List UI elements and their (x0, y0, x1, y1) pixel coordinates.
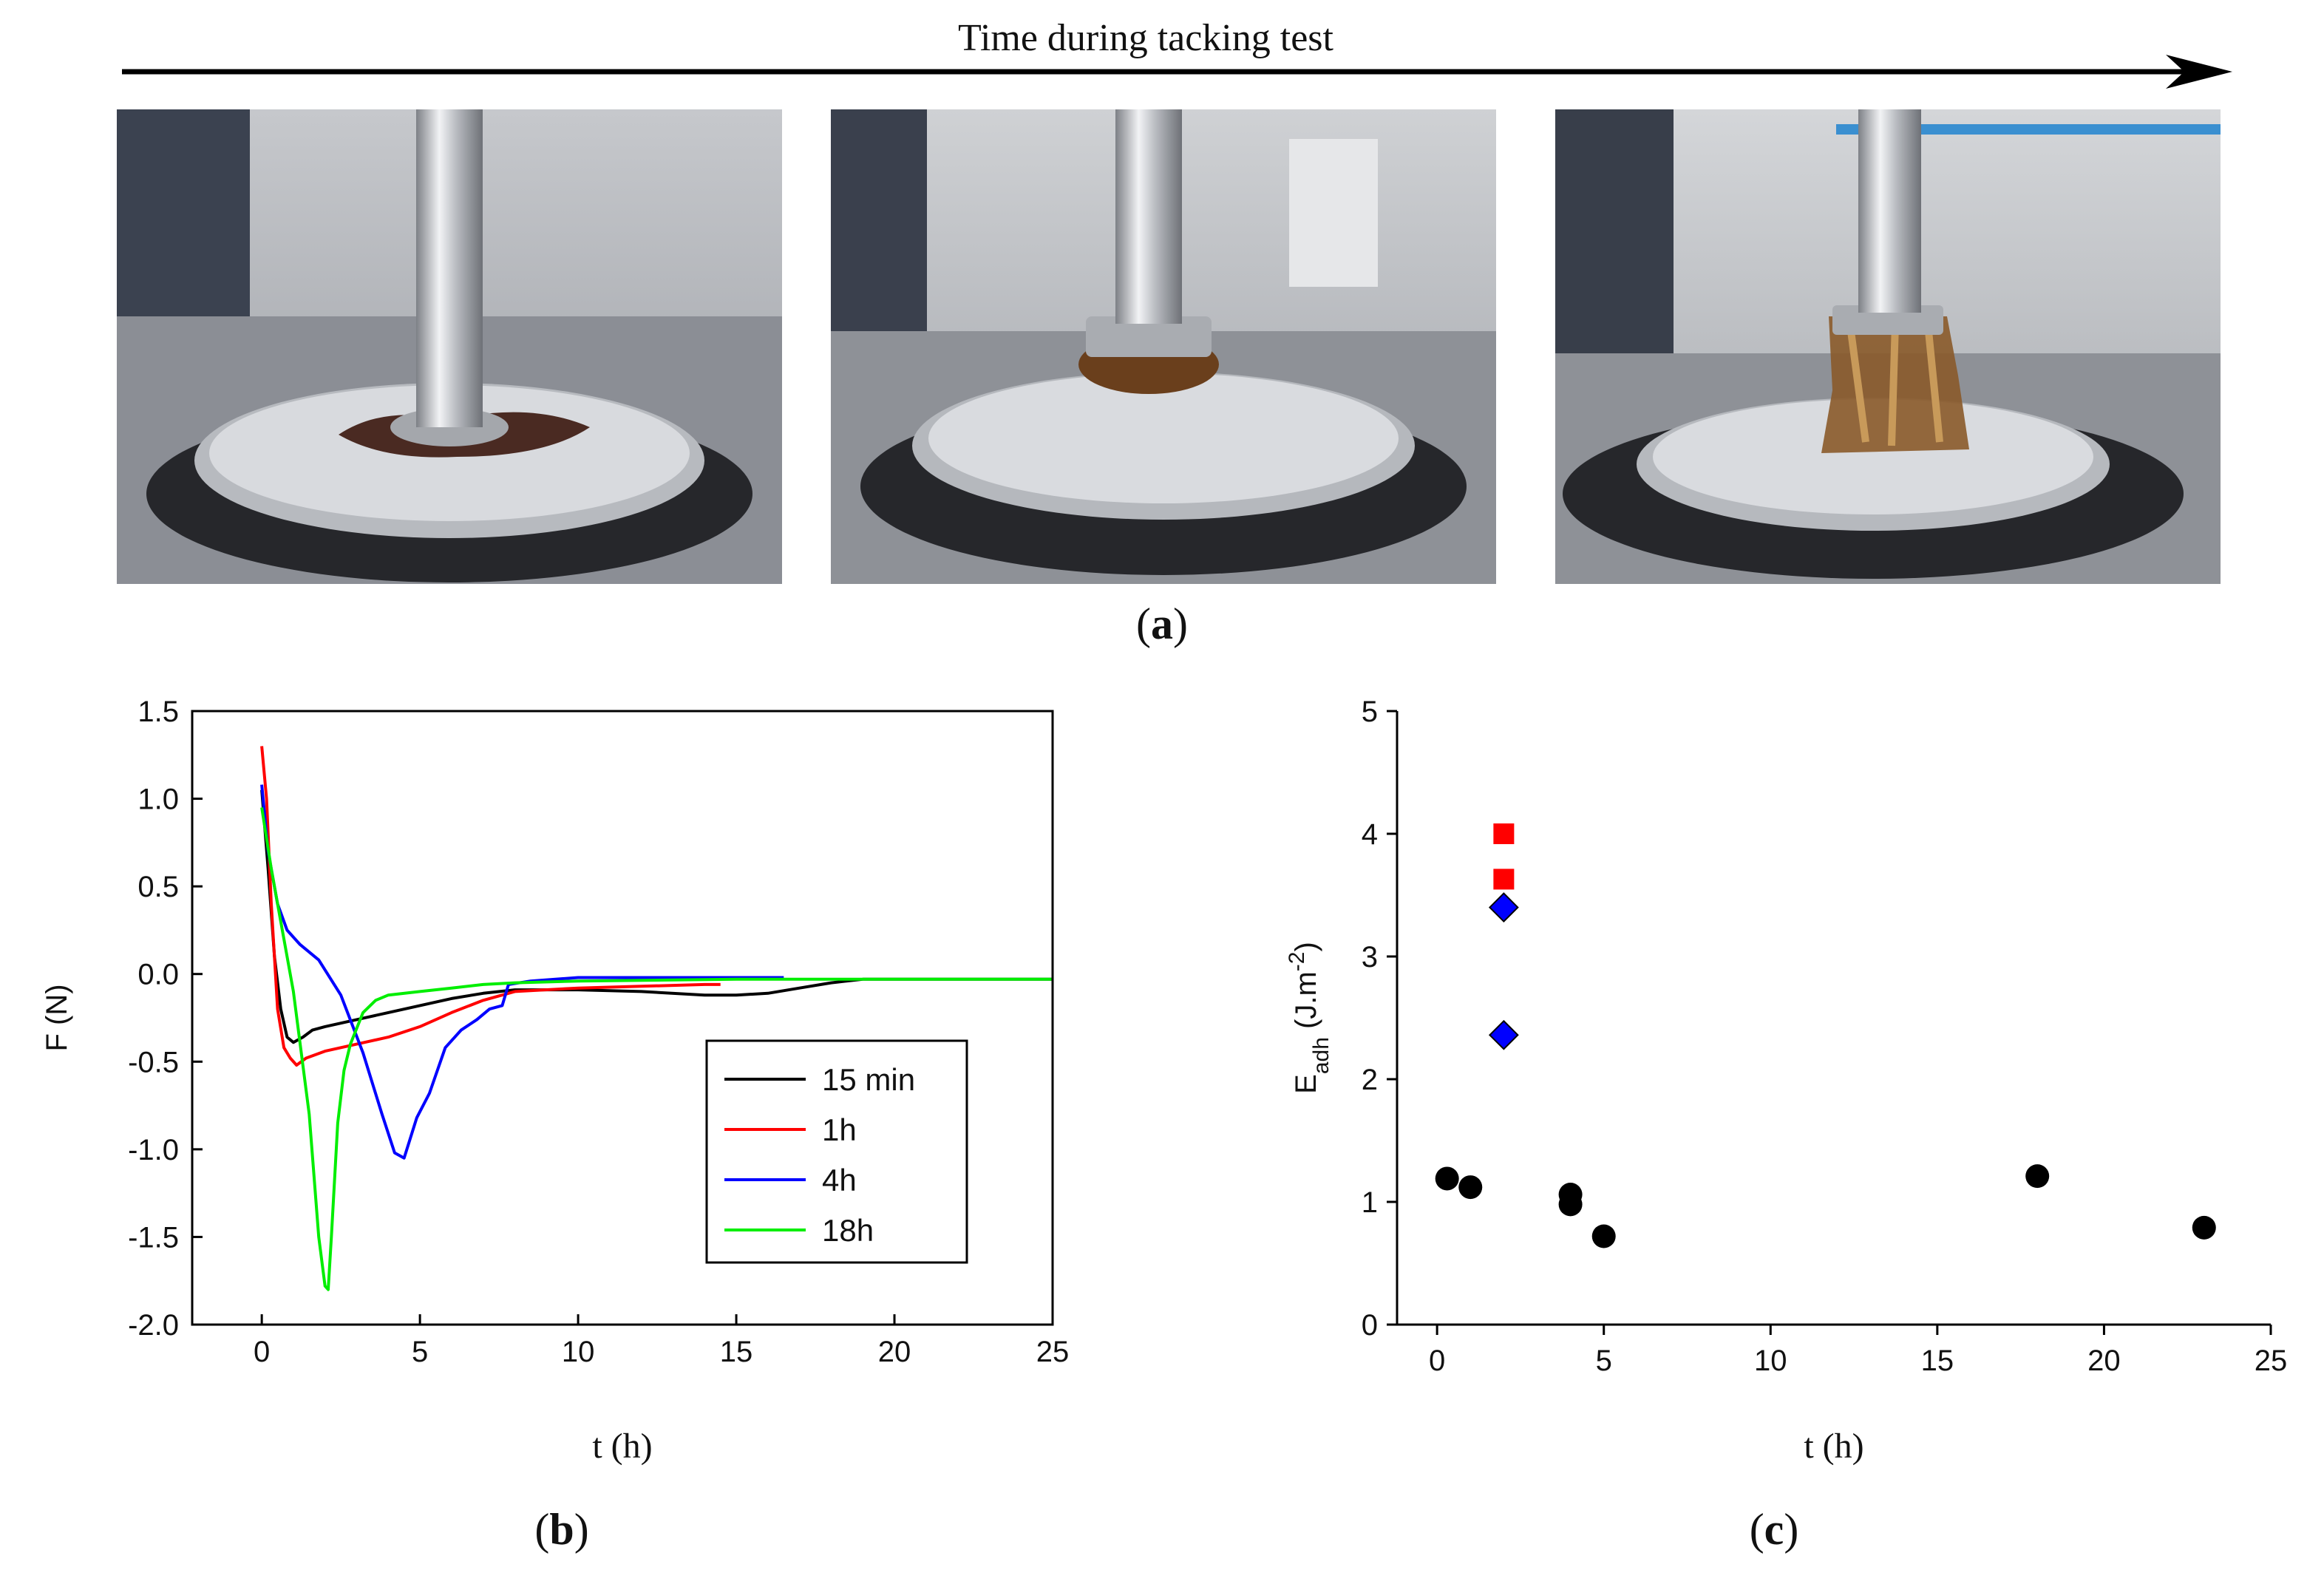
panel-label-b: (b) (534, 1505, 589, 1554)
chart-b-ytick-label: -2.0 (128, 1309, 179, 1342)
photo-middle-stage (831, 109, 1496, 584)
chart-c-ytick-label: 2 (1362, 1064, 1378, 1096)
chart-b-legend-label: 15 min (822, 1062, 915, 1097)
chart-c-point-circle (1591, 1224, 1616, 1248)
chart-b-legend-label: 1h (822, 1112, 857, 1147)
chart-b-xtick-label: 15 (720, 1336, 753, 1368)
chart-b-axes: 0 5 10 15 20 25 1.5 1.0 0.5 0.0 -0.5 -1.0 -1.5 -2.0 (128, 696, 1069, 1368)
chart-b-series-line-3 (260, 807, 1053, 1291)
chart-c-ytick-label: 0 (1362, 1309, 1378, 1342)
chart-b-xtick-label: 25 (1036, 1336, 1070, 1368)
chart-b-ylabel: F (N) (41, 984, 73, 1051)
chart-c-xtick-label: 20 (2087, 1345, 2121, 1377)
chart-c-xtick-label: 5 (1596, 1345, 1612, 1377)
chart-b-ytick-label: 1.5 (137, 696, 179, 728)
chart-c-point-circle (1435, 1166, 1459, 1191)
chart-c-point-diamond (1488, 1019, 1519, 1050)
chart-c-point-circle (2192, 1215, 2216, 1240)
chart-c-ytick-label: 3 (1362, 941, 1378, 973)
chart-b-ytick-label: -1.0 (128, 1134, 179, 1166)
photo-late-stage (1555, 109, 2221, 584)
chart-c-point-circle (1458, 1175, 1483, 1200)
chart-b-ytick-label: -1.5 (128, 1221, 179, 1254)
chart-c-xtick-label: 15 (1921, 1345, 1954, 1377)
chart-c-series (1435, 823, 2216, 1248)
chart-b-series-line-0 (260, 789, 1053, 1044)
chart-c-point-square (1493, 869, 1515, 890)
chart-c-ytick-label: 5 (1362, 696, 1378, 728)
timeline-arrow (122, 55, 2232, 89)
chart-b-xtick-label: 20 (878, 1336, 911, 1368)
chart-b-ytick-label: 0.5 (137, 871, 179, 903)
probe-photo-neck-icon (831, 109, 1496, 584)
chart-b-ytick-label: 1.0 (137, 784, 179, 816)
chart-c-xtick-label: 0 (1429, 1345, 1445, 1377)
chart-b-xtick-label: 5 (412, 1336, 428, 1368)
chart-b-series-line-1 (260, 746, 721, 1067)
chart-b-legend-label: 18h (822, 1213, 874, 1248)
chart-b-series-line-2 (260, 784, 784, 1160)
chart-c-point-diamond (1488, 892, 1519, 923)
chart-c-ytick-label: 1 (1362, 1186, 1378, 1219)
chart-b-frame (191, 710, 1054, 1326)
chart-b-legend-label: 4h (822, 1163, 857, 1197)
chart-c-point-circle (1558, 1192, 1583, 1217)
chart-b-xtick-label: 10 (562, 1336, 595, 1368)
chart-c-axes: 0 5 10 15 20 25 0 1 2 3 4 5 (1362, 696, 2288, 1377)
chart-b-xtick-label: 0 (254, 1336, 270, 1368)
chart-c-point-square (1493, 823, 1515, 844)
probe-photo-fibrils-icon (1555, 109, 2221, 584)
chart-c-xlabel: t (h) (1804, 1427, 1863, 1466)
chart-b-ytick-label: -0.5 (128, 1046, 179, 1078)
chart-c-ylabel: Eadh (J.m-2) (1285, 942, 1333, 1094)
chart-b-legend: 15 min 1h 4h 18h (705, 1039, 968, 1264)
chart-c-xtick-label: 10 (1754, 1345, 1787, 1377)
panel-label-a: (a) (1136, 599, 1188, 648)
probe-photo-spread-icon (117, 109, 782, 584)
chart-b-series (260, 746, 1053, 1291)
chart-c-point-circle (2025, 1164, 2050, 1189)
timeline-title: Time during tacking test (958, 17, 1333, 59)
panel-label-c: (c) (1749, 1505, 1799, 1554)
chart-b-xlabel: t (h) (592, 1427, 652, 1466)
photo-early-stage (117, 109, 782, 584)
chart-c-ytick-label: 4 (1362, 818, 1378, 851)
chart-c-xtick-label: 25 (2255, 1345, 2288, 1377)
chart-b-ytick-label: 0.0 (137, 959, 179, 991)
